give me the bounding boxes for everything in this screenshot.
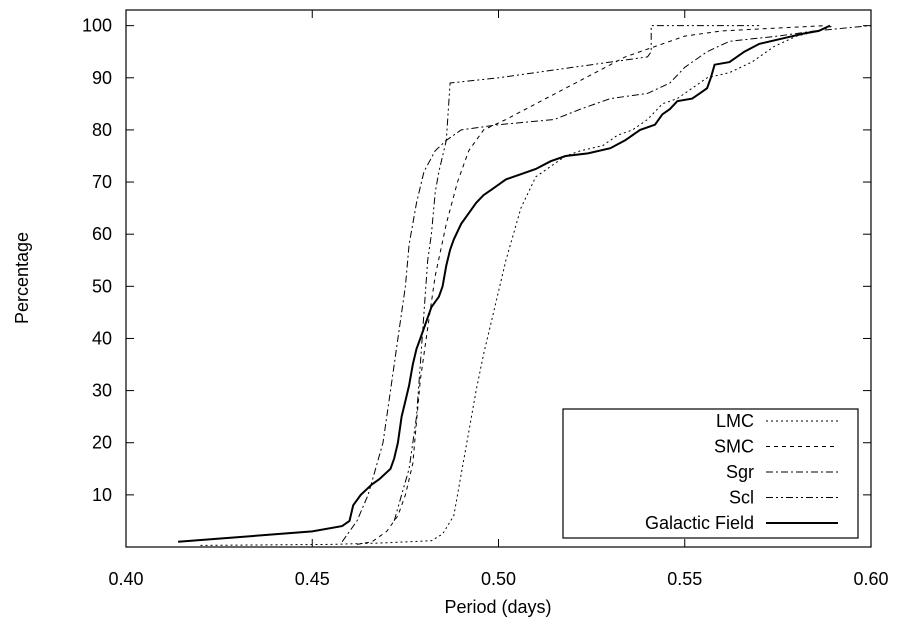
- x-tick-label: 0.45: [295, 569, 330, 589]
- y-tick-label: 60: [92, 224, 112, 244]
- legend-label: Scl: [729, 488, 754, 508]
- series-line-smc: [356, 25, 827, 545]
- series-line-galactic-field: [178, 24, 831, 543]
- x-tick-label: 0.50: [481, 569, 516, 589]
- y-tick-label: 90: [92, 68, 112, 88]
- x-axis-title: Period (days): [444, 597, 551, 617]
- legend-label: Sgr: [726, 462, 754, 482]
- legend: LMC SMC Sgr Scl Galactic Field: [562, 408, 859, 539]
- x-tick-label: 0.40: [108, 569, 143, 589]
- legend-label: LMC: [716, 411, 754, 431]
- y-tick-label: 20: [92, 433, 112, 453]
- legend-box: [562, 408, 859, 539]
- y-tick-label: 70: [92, 172, 112, 192]
- plot-lines: [178, 24, 872, 546]
- series-line-sgr: [341, 25, 872, 543]
- legend-label: SMC: [714, 437, 754, 457]
- y-axis-title: Percentage: [12, 232, 32, 324]
- y-tick-label: 40: [92, 328, 112, 348]
- x-tick-label: 0.60: [853, 569, 888, 589]
- y-tick-label: 80: [92, 120, 112, 140]
- series-line-scl: [393, 25, 760, 522]
- y-tick-label: 50: [92, 276, 112, 296]
- series-line-lmc: [200, 25, 834, 546]
- y-tick-label: 100: [82, 16, 112, 36]
- y-ticks: 10 20 30 40 50 60 70 80 90 100: [82, 16, 871, 505]
- x-tick-label: 0.55: [667, 569, 702, 589]
- y-tick-label: 10: [92, 485, 112, 505]
- legend-label: Galactic Field: [645, 513, 754, 533]
- x-ticks: 0.40 0.45 0.50 0.55 0.60: [108, 10, 889, 589]
- y-tick-label: 30: [92, 381, 112, 401]
